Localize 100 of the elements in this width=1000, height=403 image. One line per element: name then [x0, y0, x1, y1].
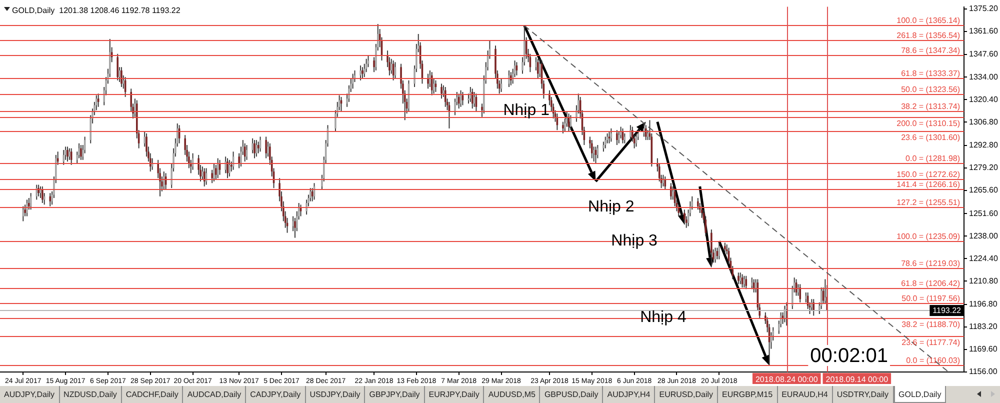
y-tick-label: 1361.60	[969, 26, 998, 36]
ref-line-label: 2018.08.24 00:00	[755, 375, 818, 384]
text: AUDCAD,Daily	[183, 386, 246, 403]
candlestick	[604, 136, 606, 149]
ref-line-label: 1193.22	[932, 306, 962, 315]
y-tick-label: 1169.60	[969, 344, 998, 354]
candlestick	[36, 184, 38, 200]
ref-line-label: 50.0 = (1323.56)	[901, 85, 960, 94]
candlestick	[608, 131, 610, 144]
ref-line-label: 200.0 = (1310.15)	[896, 119, 960, 128]
candlestick	[799, 284, 802, 303]
text: EURAUD,H4	[778, 386, 833, 403]
y-tick-label: 1196.80	[969, 300, 998, 309]
ref-line-label: 100.0 = (1235.09)	[896, 232, 960, 241]
text: NZDUSD,Daily	[60, 386, 122, 403]
candlestick	[40, 186, 42, 199]
candlestick	[228, 159, 230, 177]
candlestick	[537, 58, 539, 80]
candlestick	[751, 277, 753, 290]
candlestick	[216, 158, 219, 179]
text: GOLD,Daily	[894, 386, 946, 403]
candlestick	[684, 209, 686, 226]
candlestick	[360, 64, 362, 81]
text: GBPUSD,Daily	[540, 386, 604, 403]
candlestick	[444, 86, 446, 108]
text: CADJPY,Daily	[246, 386, 306, 403]
candlestick	[508, 70, 510, 88]
candlestick	[724, 242, 726, 254]
ref-line-label: 0.0 = (1281.98)	[906, 154, 960, 163]
ref-line-label: 61.8 = (1206.42)	[901, 279, 960, 288]
candlestick	[710, 229, 712, 266]
candlestick	[78, 142, 80, 159]
candlestick	[562, 121, 564, 134]
ref-line-label: 127.2 = (1255.51)	[896, 198, 960, 207]
ref-line-label: 38.2 = (1188.70)	[902, 320, 960, 329]
candlestick	[116, 53, 119, 81]
y-tick-label: 1183.20	[969, 322, 998, 332]
candlestick	[22, 206, 24, 222]
y-tick-label: 1292.80	[969, 140, 998, 150]
candlestick	[96, 94, 98, 111]
candlestick	[440, 83, 442, 100]
candlestick	[256, 140, 258, 158]
ref-line-label: 261.8 = (1356.54)	[896, 31, 960, 40]
candlestick	[203, 168, 206, 187]
y-tick-label: 1224.40	[969, 254, 998, 263]
candlestick	[252, 138, 254, 154]
candlestick	[616, 130, 618, 146]
candlestick	[362, 66, 364, 80]
annotation: 00:02:01	[810, 345, 888, 367]
ref-line-label: 150.0 = (1272.62)	[896, 170, 960, 179]
y-tick-label: 1347.60	[969, 50, 998, 59]
ref-line-label: 141.4 = (1266.16)	[896, 180, 960, 189]
text: AUDJPY,Daily	[0, 386, 60, 403]
candlestick	[146, 132, 148, 158]
y-tick-label: 1265.60	[969, 186, 998, 195]
y-tick-label: 1334.00	[969, 72, 998, 82]
ref-line-label: 23.6 = (1301.60)	[901, 133, 960, 142]
candlestick	[226, 158, 228, 179]
ref-line-label: 2018.09.14 00:00	[826, 375, 889, 384]
y-tick-label: 1320.40	[969, 94, 998, 104]
y-tick-label: 1156.00	[969, 367, 998, 376]
y-tick-label: 1238.00	[969, 231, 998, 240]
candlestick	[739, 272, 742, 285]
candlestick	[430, 72, 433, 96]
candlestick	[670, 182, 672, 200]
candlestick	[644, 124, 647, 141]
candlestick	[42, 186, 44, 204]
candlestick	[244, 142, 246, 162]
y-tick-label: 1210.80	[969, 276, 998, 286]
candlestick	[224, 156, 226, 174]
candlestick	[697, 198, 699, 210]
candlestick	[590, 140, 593, 159]
candlestick	[213, 162, 215, 182]
ref-line-label: 0.0 = (1160.03)	[906, 356, 960, 365]
text: USDJPY,Daily	[306, 386, 366, 403]
candlestick	[49, 192, 52, 207]
text: EURGBP,M15	[718, 386, 778, 403]
candlestick	[738, 272, 740, 285]
candlestick	[80, 144, 82, 160]
candlestick	[363, 63, 366, 78]
ref-line-label: 100.0 = (1365.14)	[896, 16, 960, 25]
candlestick	[630, 124, 632, 141]
candlestick	[718, 240, 720, 260]
chart-title: GOLD,Daily 1201.38 1208.46 1192.78 1193.22	[12, 6, 181, 15]
y-tick-label: 1279.20	[969, 163, 998, 172]
candlestick	[618, 131, 620, 144]
candlestick	[66, 146, 68, 162]
ref-line-label: 78.6 = (1219.03)	[901, 259, 960, 268]
ref-line-label: 38.2 = (1313.74)	[901, 102, 960, 111]
text: AUDJPY,H4	[603, 386, 656, 403]
y-tick-label: 1375.20	[969, 4, 998, 13]
candlestick	[162, 171, 165, 190]
candlestick	[62, 149, 65, 166]
text: CADCHF,Daily	[122, 386, 184, 403]
text: USDTRY,Daily	[832, 386, 894, 403]
candlestick	[120, 66, 122, 88]
text: AUDUSD,M5	[484, 386, 540, 403]
text: GBPJPY,Daily	[365, 386, 425, 403]
ref-line-label: 61.8 = (1333.37)	[901, 69, 960, 78]
ref-line-label: 50.0 = (1197.56)	[902, 294, 960, 303]
